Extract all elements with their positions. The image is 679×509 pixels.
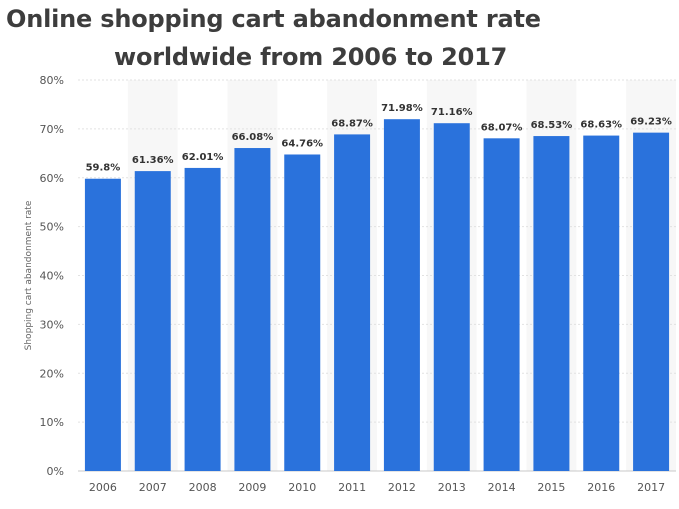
bar	[134, 171, 171, 471]
data-label: 68.07%	[481, 122, 523, 133]
data-label: 62.01%	[182, 152, 224, 163]
bar	[483, 138, 520, 472]
data-label: 59.8%	[86, 163, 121, 174]
y-tick-label: 80%	[40, 74, 64, 87]
data-label: 61.36%	[132, 155, 174, 166]
y-tick-label: 20%	[40, 367, 64, 380]
data-label: 71.98%	[381, 103, 423, 114]
data-label: 68.63%	[580, 120, 622, 131]
data-label: 68.87%	[331, 118, 373, 129]
bar	[383, 119, 420, 471]
data-label: 68.53%	[531, 120, 573, 131]
bar	[533, 136, 570, 471]
x-tick-label: 2008	[189, 481, 217, 494]
y-tick-label: 60%	[40, 172, 64, 185]
y-tick-label: 30%	[40, 318, 64, 331]
y-tick-label: 10%	[40, 416, 64, 429]
x-tick-label: 2007	[139, 481, 167, 494]
bar	[334, 134, 371, 471]
data-label: 64.76%	[281, 138, 323, 149]
x-tick-label: 2016	[587, 481, 615, 494]
y-tick-label: 40%	[40, 270, 64, 283]
data-label: 71.16%	[431, 107, 473, 118]
y-tick-label: 0%	[47, 465, 64, 478]
bar	[583, 135, 620, 472]
x-tick-label: 2009	[238, 481, 266, 494]
x-tick-label: 2017	[637, 481, 665, 494]
chart-title-line-1: Online shopping cart abandonment rate	[6, 5, 541, 33]
bar	[234, 148, 271, 471]
x-tick-label: 2014	[488, 481, 516, 494]
data-label: 66.08%	[232, 132, 274, 143]
x-tick-label: 2012	[388, 481, 416, 494]
bar	[633, 132, 670, 472]
x-tick-label: 2015	[537, 481, 565, 494]
chart-title-line-2: worldwide from 2006 to 2017	[114, 43, 508, 71]
y-tick-label: 50%	[40, 221, 64, 234]
x-tick-label: 2013	[438, 481, 466, 494]
data-label: 69.23%	[630, 117, 672, 128]
x-tick-label: 2010	[288, 481, 316, 494]
x-tick-label: 2011	[338, 481, 366, 494]
bar	[284, 154, 321, 471]
y-axis-label: Shopping cart abandonment rate	[24, 200, 34, 350]
bar	[433, 123, 470, 471]
x-tick-label: 2006	[89, 481, 117, 494]
bar	[84, 178, 121, 472]
y-tick-label: 70%	[40, 123, 64, 136]
bar	[184, 167, 221, 471]
